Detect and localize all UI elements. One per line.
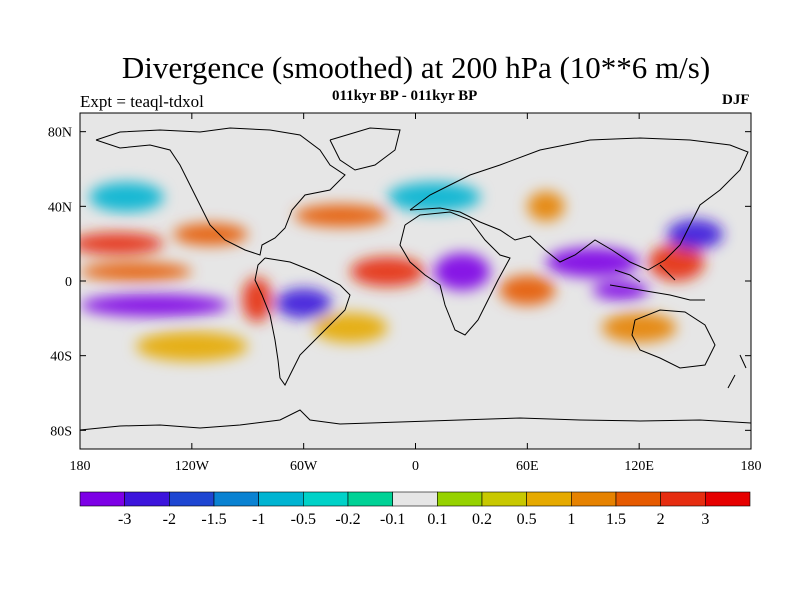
field-blob-7 <box>350 256 425 287</box>
colorbar-swatch <box>124 491 170 507</box>
colorbar-swatch <box>303 491 349 507</box>
colorbar-swatch <box>79 491 125 507</box>
field-blob-14 <box>527 191 565 222</box>
coastlines <box>80 127 751 431</box>
colorbar-tick-label: -0.2 <box>335 511 360 528</box>
period-subtitle: 011kyr BP - 011kyr BP <box>332 88 478 104</box>
colorbar-swatch <box>169 491 215 507</box>
field-blob-5 <box>275 288 332 319</box>
colorbar-swatch <box>615 491 661 507</box>
coast-antarctica <box>80 409 751 431</box>
field-blob-9 <box>499 275 556 306</box>
colorbar-tick-label: 0.2 <box>472 511 492 528</box>
y-tick-label: 40N <box>48 200 72 215</box>
field-blob-2 <box>80 294 230 317</box>
x-tick-label: 60E <box>516 459 539 474</box>
colorbar-tick-label: -1.5 <box>201 511 226 528</box>
field-blob-17 <box>601 312 677 343</box>
colorbar-tick-label: -0.5 <box>291 511 316 528</box>
colorbar-tick-label: -2 <box>163 511 176 528</box>
field-blob-8 <box>434 252 491 291</box>
field-blob-13 <box>667 219 724 250</box>
colorbar-tick-label: 3 <box>701 511 709 528</box>
coast-north-america <box>95 127 346 256</box>
colorbar-tick-label: 1 <box>567 511 575 528</box>
colorbar-swatch <box>347 491 393 507</box>
field-blob-15 <box>135 331 248 362</box>
y-tick-label: 80N <box>48 126 72 141</box>
figure-title: Divergence (smoothed) at 200 hPa (10**6 … <box>121 50 711 85</box>
field-blob-4 <box>242 277 272 323</box>
y-tick-label: 40S <box>50 350 72 365</box>
experiment-label: Expt = teaql-tdxol <box>80 92 204 111</box>
coast-new-zealand <box>727 354 747 389</box>
colorbar-swatch <box>213 491 259 507</box>
colorbar-swatch <box>526 491 572 507</box>
colorbar-tick-label: 0.1 <box>427 511 447 528</box>
coast-south-america <box>254 257 351 386</box>
colorbar-tick-label: 1.5 <box>606 511 626 528</box>
x-tick-label: 120E <box>624 459 654 474</box>
colorbar-swatch <box>437 491 483 507</box>
y-tick-label: 80S <box>50 424 72 439</box>
colorbar-tick-label: 0.5 <box>517 511 537 528</box>
field-blob-6 <box>294 204 388 227</box>
coast-greenland <box>329 127 401 171</box>
coast-africa <box>399 211 511 336</box>
colorbar-swatch <box>258 491 304 507</box>
colorbar-swatch <box>571 491 617 507</box>
field-blob-3 <box>173 223 248 246</box>
field-blob-0 <box>80 232 164 255</box>
field-blob-12 <box>648 243 705 281</box>
field-blob-1 <box>80 262 192 281</box>
coast-maritime <box>609 264 705 301</box>
season-label: DJF <box>722 92 750 108</box>
colorbar-swatch <box>481 491 527 507</box>
colorbar-swatch <box>705 491 751 507</box>
colorbar-swatch <box>392 491 438 507</box>
colorbar-swatch <box>660 491 706 507</box>
colorbar-tick-label: -3 <box>118 511 131 528</box>
coast-eurasia <box>409 137 749 271</box>
x-tick-label: 180 <box>70 459 91 474</box>
x-tick-label: 0 <box>412 459 419 474</box>
field-blob-18 <box>89 182 164 212</box>
colorbar-tick-label: 2 <box>657 511 665 528</box>
field-blob-19 <box>387 182 481 212</box>
colorbar-tick-label: -1 <box>252 511 265 528</box>
colorbar-tick-label: -0.1 <box>380 511 405 528</box>
coast-australia <box>631 309 716 369</box>
map-field <box>80 113 751 449</box>
field-blob-11 <box>592 281 649 300</box>
y-tick-label: 0 <box>65 275 72 290</box>
x-tick-label: 180 <box>741 459 762 474</box>
field-blob-16 <box>312 312 388 343</box>
x-tick-label: 60W <box>290 459 318 474</box>
x-tick-label: 120W <box>175 459 210 474</box>
